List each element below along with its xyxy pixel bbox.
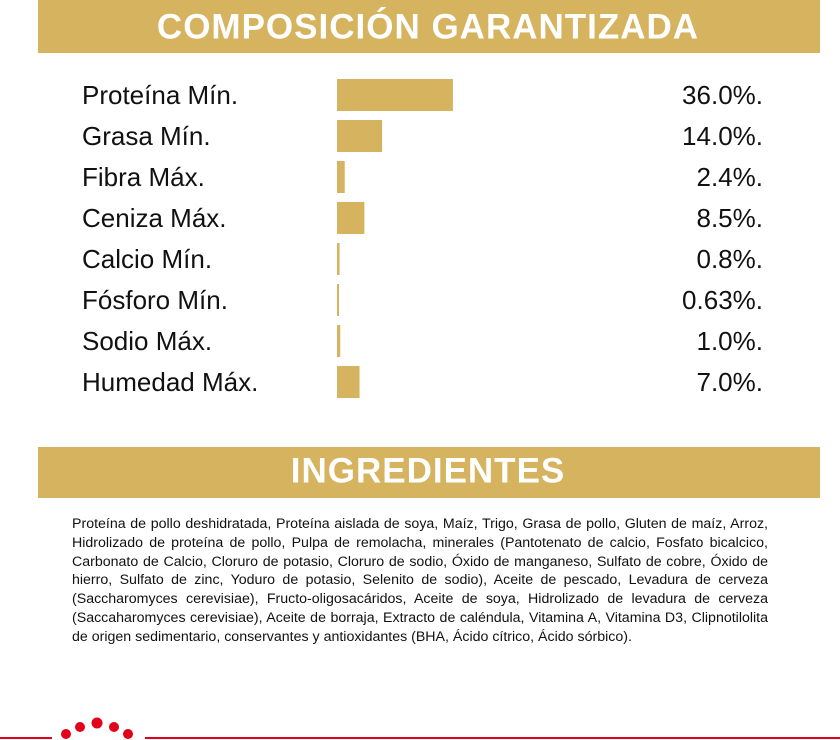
row-value: 0.8%. — [697, 244, 764, 274]
row-label: Humedad Máx. — [82, 367, 258, 397]
row-label: Fibra Máx. — [82, 162, 205, 192]
row-label: Fósforo Mín. — [82, 285, 228, 315]
row-value: 8.5%. — [697, 203, 764, 233]
row-value: 36.0%. — [682, 80, 763, 110]
row-value: 2.4%. — [697, 162, 764, 192]
bar — [337, 161, 345, 193]
row-value: 0.63%. — [682, 285, 763, 315]
row-label: Proteína Mín. — [82, 80, 238, 110]
ingredients-text: Proteína de pollo deshidratada, Proteína… — [72, 516, 768, 645]
row-value: 7.0%. — [697, 367, 764, 397]
brand-logo — [0, 717, 840, 739]
row-label: Sodio Máx. — [82, 326, 212, 356]
bar — [337, 79, 453, 111]
ingredients-title: INGREDIENTES — [291, 451, 566, 490]
row-value: 14.0%. — [682, 121, 763, 151]
bar — [337, 120, 383, 152]
ingredients-band — [38, 447, 820, 498]
bar — [337, 366, 360, 398]
bar — [337, 284, 340, 316]
bar — [337, 325, 341, 357]
row-label: Ceniza Máx. — [82, 203, 227, 233]
row-label: Grasa Mín. — [82, 121, 211, 151]
title-band — [38, 0, 820, 53]
chart-title: COMPOSICIÓN GARANTIZADA — [157, 6, 699, 46]
row-label: Calcio Mín. — [82, 244, 212, 274]
bar — [337, 202, 365, 234]
row-value: 1.0%. — [697, 326, 764, 356]
bar — [337, 243, 340, 275]
